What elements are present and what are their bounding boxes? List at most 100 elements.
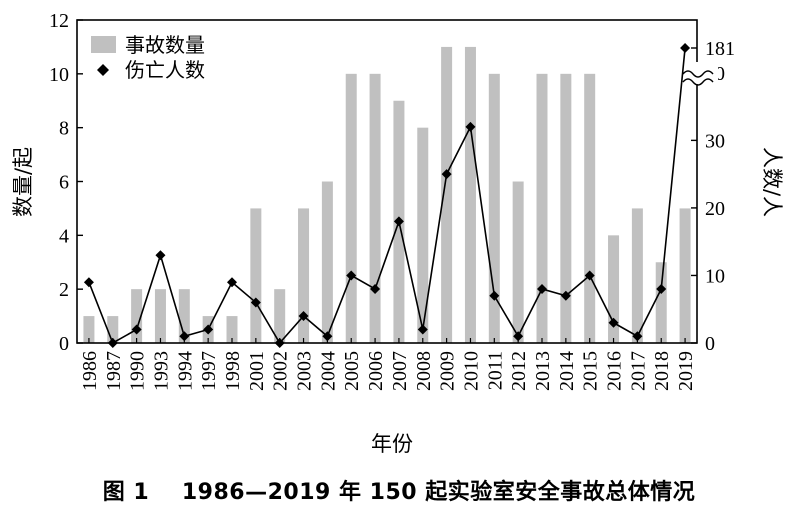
bar-2008 [417,127,429,344]
bar-2014 [560,73,572,343]
bar-1994 [178,289,190,343]
casualty-point-1993 [155,250,166,261]
x-tick-label-2019: 2019 [675,351,697,391]
casualty-point-1997 [203,324,214,335]
y-left-tick-label-10: 10 [49,64,69,86]
casualty-point-2006 [370,283,381,294]
casualty-point-1990 [131,324,142,335]
casualty-point-2003 [298,310,309,321]
x-tick-label-2010: 2010 [460,351,482,391]
casualty-point-2018 [656,283,667,294]
x-tick-label-2016: 2016 [604,351,626,391]
x-tick-label-2001: 2001 [246,351,268,391]
casualty-point-2004 [322,331,333,342]
bar-2016 [608,235,620,343]
x-tick-label-2005: 2005 [341,351,363,391]
chart: 0246810120102030401811986198719901993199… [11,10,784,456]
casualty-point-2019 [680,43,691,53]
y-left-tick-label-4: 4 [59,225,69,247]
casualty-point-2017 [632,331,643,342]
bar-1990 [131,289,143,343]
x-tick-label-2017: 2017 [627,351,649,391]
bar-2019 [679,208,691,343]
x-tick-label-2003: 2003 [294,351,316,391]
casualty-point-2015 [584,270,595,281]
legend-bar-label: 事故数量 [125,33,205,57]
bar-2018 [655,262,667,343]
y-left-tick-label-2: 2 [59,279,69,301]
legend-bar-swatch [91,36,116,53]
line-series [83,43,691,348]
legend-diamond-icon [97,64,109,76]
x-tick-label-2002: 2002 [270,351,292,391]
casualty-point-2009 [441,169,452,180]
bar-2010 [464,46,476,344]
casualty-point-2001 [250,297,261,308]
bar-1986 [83,316,95,343]
x-tick-label-2009: 2009 [437,351,459,391]
casualty-point-2010 [465,121,476,132]
y-right-tick-label-30: 30 [705,130,725,152]
y-right-tick-label-10: 10 [705,265,725,287]
x-tick-label-1998: 1998 [222,351,244,391]
casualty-point-2007 [393,216,404,227]
bar-2009 [441,46,453,344]
y-axis-right-title: 人数/人 [760,147,784,217]
axis-break-mark [682,62,718,86]
y-right-tick-label-0: 0 [705,333,715,355]
bar-2015 [584,73,596,343]
casualty-point-2005 [346,270,357,281]
bar-2011 [488,73,500,343]
y-left-tick-label-0: 0 [59,333,69,355]
x-tick-label-2018: 2018 [651,351,673,391]
x-tick-label-1986: 1986 [79,351,101,391]
bar-2001 [250,208,262,343]
bar-2004 [321,181,333,343]
x-tick-label-2012: 2012 [508,351,530,391]
x-tick-label-2007: 2007 [389,351,411,391]
x-tick-label-1993: 1993 [150,351,172,391]
casualty-point-2002 [274,338,285,348]
bar-2013 [536,73,548,343]
casualty-line [88,47,686,345]
casualty-point-2011 [489,290,500,301]
casualty-point-2016 [608,317,619,328]
x-tick-label-2004: 2004 [317,351,339,391]
bar-2012 [512,181,524,343]
casualty-point-1998 [227,277,237,288]
casualty-point-1994 [179,331,190,342]
bar-2017 [631,208,643,343]
x-tick-label-2015: 2015 [580,351,602,391]
bar-1998 [226,316,238,343]
bar-2006 [369,73,381,343]
legend-line-label: 伤亡人数 [125,58,205,82]
casualty-point-1987 [107,338,118,348]
x-tick-label-2006: 2006 [365,351,387,391]
x-tick-label-1987: 1987 [103,351,125,391]
x-axis-title: 年份 [371,432,413,456]
bar-2005 [345,73,357,343]
figure-caption: 图 1 1986—2019 年 150 起实验室安全事故总体情况 [102,480,696,505]
x-tick-label-2011: 2011 [484,351,506,390]
casualty-point-2008 [417,324,428,335]
casualty-point-2012 [513,331,524,342]
bar-1987 [107,316,119,343]
casualty-point-2014 [560,290,571,301]
casualty-point-1986 [83,277,94,288]
y-left-tick-label-12: 12 [49,10,69,32]
bar-2003 [298,208,310,343]
y-axis-left-title: 数量/起 [11,147,35,217]
y-left-tick-label-6: 6 [59,172,69,194]
axis-ticks: 0246810120102030401811986198719901993199… [49,10,735,391]
bar-1993 [154,289,166,343]
casualty-point-2013 [537,283,547,294]
x-tick-label-2008: 2008 [413,351,435,391]
y-right-tick-label-181: 181 [705,38,735,60]
y-left-tick-label-8: 8 [59,118,69,140]
x-tick-label-1990: 1990 [127,351,149,391]
x-tick-label-1997: 1997 [198,351,220,391]
x-tick-label-1994: 1994 [174,351,196,391]
bar-series [83,46,691,344]
x-tick-label-2013: 2013 [532,351,554,391]
y-right-tick-label-20: 20 [705,198,725,220]
